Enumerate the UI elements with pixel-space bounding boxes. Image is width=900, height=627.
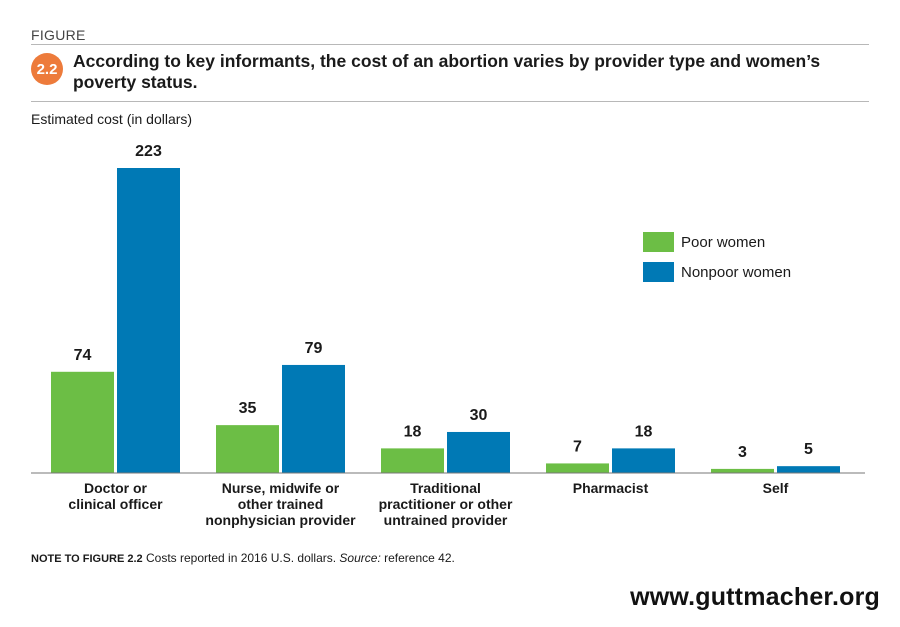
bar-nonpoor-4 (777, 466, 840, 473)
figure-kicker: FIGURE (31, 27, 86, 43)
value-label: 7 (573, 438, 582, 455)
source-label: Source: (339, 551, 381, 565)
bar-nonpoor-3 (612, 448, 675, 473)
bar-nonpoor-1 (282, 364, 345, 473)
bar-nonpoor-0 (117, 168, 180, 473)
figure-note: NOTE TO FIGURE 2.2 Costs reported in 201… (31, 551, 455, 565)
value-label: 18 (404, 423, 422, 440)
value-label: 3 (738, 444, 747, 461)
value-label: 79 (305, 340, 323, 357)
figure-number-badge: 2.2 (31, 53, 63, 85)
value-label: 74 (74, 347, 92, 364)
category-label: Traditional practitioner or other untraine… (379, 480, 513, 528)
bar-poor-2 (381, 448, 444, 473)
value-label: 30 (470, 407, 488, 424)
note-text: Costs reported in 2016 U.S. dollars. (142, 551, 340, 565)
figure-title: According to key informants, the cost of… (73, 51, 821, 92)
category-label: Pharmacist (573, 480, 649, 496)
category-label: Self (763, 480, 789, 496)
y-axis-label: Estimated cost (in dollars) (31, 111, 193, 127)
value-label: 18 (635, 423, 653, 440)
value-label: 223 (135, 143, 162, 160)
title-rule (31, 101, 869, 102)
note-label: NOTE TO FIGURE 2.2 (31, 553, 143, 565)
bar-nonpoor-2 (447, 431, 510, 473)
legend-label: Nonpoor women (681, 264, 791, 281)
legend-swatch (643, 262, 674, 282)
value-label: 35 (239, 400, 257, 417)
category-label: Doctor or clinical officer (68, 480, 163, 512)
value-label: 5 (804, 441, 813, 458)
website-url: www.guttmacher.org (630, 583, 880, 611)
top-rule (31, 44, 869, 45)
bar-poor-4 (711, 468, 774, 473)
bar-poor-3 (546, 463, 609, 473)
source-text: reference 42. (380, 551, 455, 565)
legend-label: Poor women (681, 234, 765, 251)
bar-poor-1 (216, 425, 279, 473)
legend-swatch (643, 232, 674, 252)
bar-poor-0 (51, 371, 114, 473)
category-label: Nurse, midwife or other trained nonphysici… (205, 480, 356, 528)
